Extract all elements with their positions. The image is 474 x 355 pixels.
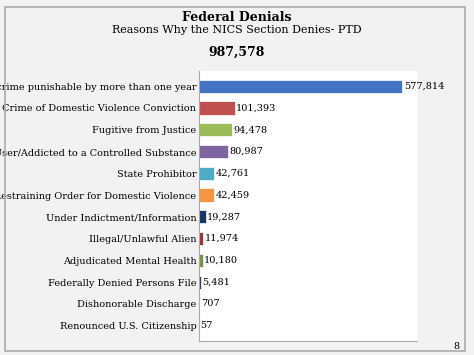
Bar bbox=[199, 232, 203, 245]
Text: Reasons Why the NICS Section Denies- PTD: Reasons Why the NICS Section Denies- PTD bbox=[112, 25, 362, 35]
Text: 19,287: 19,287 bbox=[207, 212, 241, 221]
Bar bbox=[199, 167, 214, 180]
Bar bbox=[199, 254, 203, 267]
Bar bbox=[199, 80, 402, 93]
Text: 42,761: 42,761 bbox=[216, 169, 250, 178]
Text: 987,578: 987,578 bbox=[209, 46, 265, 59]
Text: 57: 57 bbox=[201, 321, 213, 330]
Text: 577,814: 577,814 bbox=[404, 82, 444, 91]
Bar bbox=[199, 189, 214, 202]
Text: 10,180: 10,180 bbox=[204, 256, 238, 265]
Text: 8: 8 bbox=[454, 343, 460, 351]
Text: 94,478: 94,478 bbox=[234, 125, 268, 134]
Text: 80,987: 80,987 bbox=[229, 147, 263, 156]
Text: Federal Denials: Federal Denials bbox=[182, 11, 292, 24]
Text: 11,974: 11,974 bbox=[205, 234, 239, 243]
Bar bbox=[199, 145, 228, 158]
Bar bbox=[199, 102, 235, 115]
Bar bbox=[199, 210, 206, 223]
Text: 707: 707 bbox=[201, 299, 219, 308]
Text: 101,393: 101,393 bbox=[236, 104, 276, 113]
Bar bbox=[199, 275, 201, 289]
Text: 42,459: 42,459 bbox=[215, 191, 249, 200]
Bar bbox=[199, 123, 232, 136]
Text: 5,481: 5,481 bbox=[202, 278, 230, 286]
